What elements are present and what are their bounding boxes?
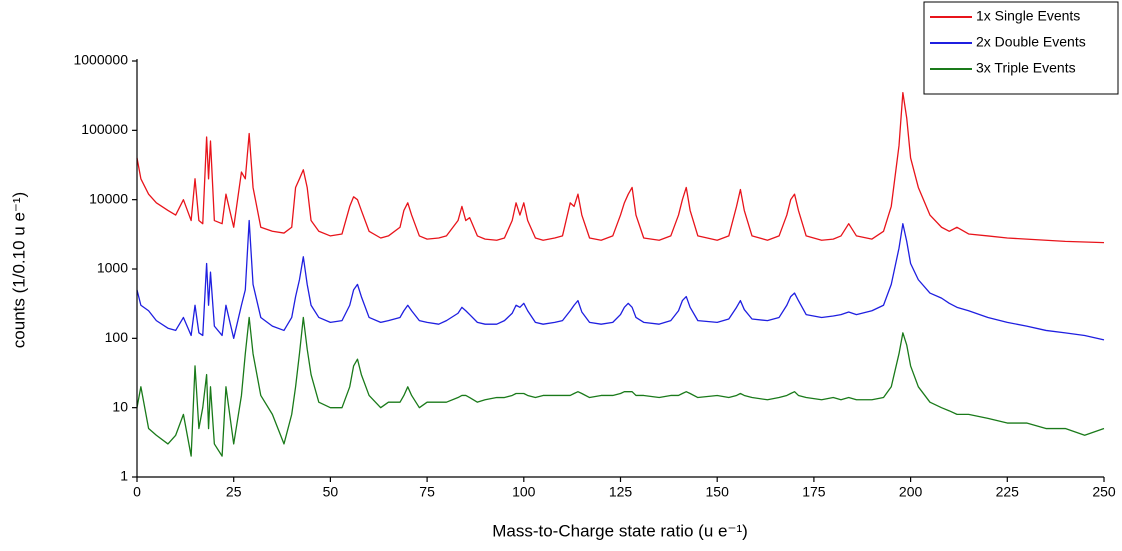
x-tick-label: 100	[512, 484, 536, 500]
legend-label: 3x Triple Events	[976, 60, 1076, 76]
y-tick-label: 100000	[81, 121, 128, 137]
x-tick-label: 250	[1092, 484, 1116, 500]
x-tick-label: 25	[226, 484, 242, 500]
x-tick-label: 175	[802, 484, 826, 500]
y-tick-label: 10000	[89, 190, 128, 206]
series-line	[136, 91, 1105, 244]
y-tick-label: 1000	[97, 260, 128, 276]
x-axis-title: Mass-to-Charge state ratio (u e⁻¹)	[492, 521, 748, 540]
y-tick-label: 1	[120, 468, 128, 484]
legend-label: 2x Double Events	[976, 34, 1086, 50]
legend-label: 1x Single Events	[976, 8, 1080, 24]
series-line	[136, 316, 1105, 457]
series-line	[136, 219, 1105, 341]
x-tick-label: 125	[609, 484, 633, 500]
y-tick-label: 1000000	[73, 52, 128, 68]
x-tick-label: 0	[133, 484, 141, 500]
x-tick-label: 50	[323, 484, 339, 500]
x-tick-label: 200	[899, 484, 923, 500]
x-tick-label: 75	[419, 484, 435, 500]
x-tick-label: 225	[996, 484, 1020, 500]
y-tick-label: 100	[105, 329, 129, 345]
x-tick-label: 150	[706, 484, 730, 500]
y-tick-label: 10	[112, 398, 128, 414]
legend: 1x Single Events 2x Double Events 3x Tripl…	[923, 1, 1119, 95]
y-axis-title: counts (1/0.10 u e⁻¹)	[9, 192, 28, 348]
